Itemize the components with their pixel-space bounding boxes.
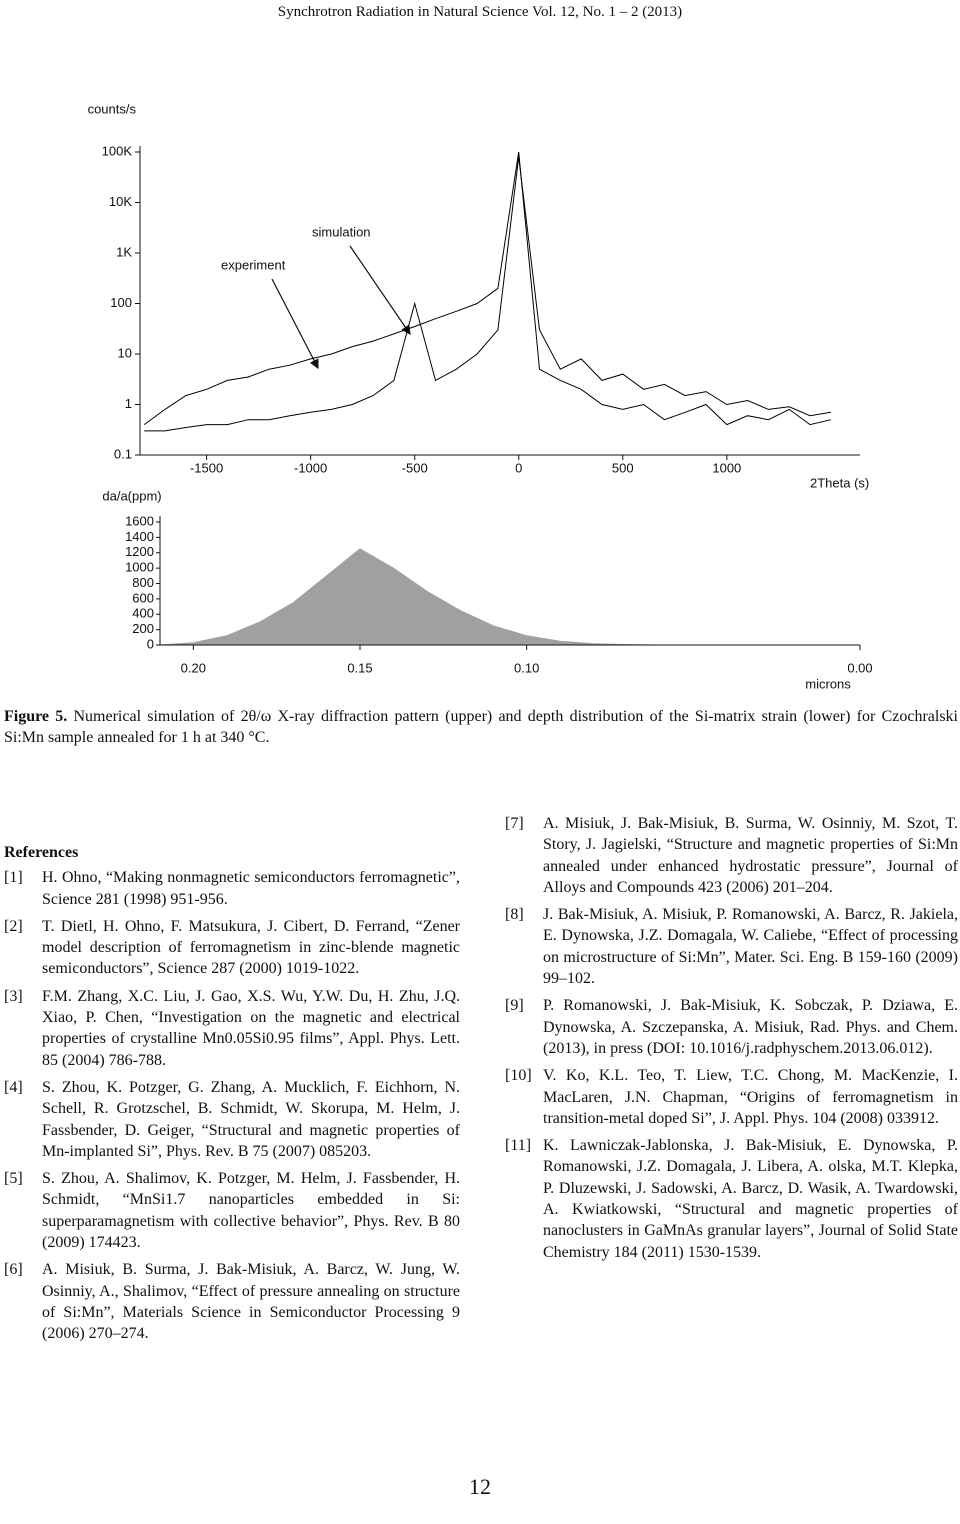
reference-number: [3] [4,987,23,1005]
reference-text: H. Ohno, “Making nonmagnetic semiconduct… [42,869,460,908]
reference-number: [10] [505,1067,532,1085]
reference: [6] A. Misiuk, B. Surma, J. Bak-Misiuk, A… [4,1259,460,1344]
x-tick-label: 500 [612,460,634,475]
y-tick-label: 1K [116,244,132,259]
reference-number: [4] [4,1078,23,1096]
y-axis-label: counts/s [88,101,137,116]
y-axis-label: da/a(ppm) [102,488,161,503]
y-tick-label: 100 [110,295,132,310]
y-tick-label: 1600 [125,513,154,528]
x-tick-label: 0.15 [347,660,372,675]
reference-number: [5] [4,1170,23,1188]
reference: [9] P. Romanowski, J. Bak-Misiuk, K. Sobc… [505,995,958,1059]
reference: [11] K. Lawniczak-Jablonska, J. Bak-Misiu… [505,1135,958,1263]
reference-text: K. Lawniczak-Jablonska, J. Bak-Misiuk, E… [543,1137,958,1261]
reference: [1] H. Ohno, “Making nonmagnetic semicond… [4,867,460,910]
x-tick-label: 0.20 [181,660,206,675]
y-tick-label: 10 [118,345,132,360]
reference-number: [11] [505,1137,532,1155]
caption-text: Numerical simulation of 2θ/ω X-ray diffr… [4,708,958,746]
reference-text: F.M. Zhang, X.C. Liu, J. Gao, X.S. Wu, Y… [42,987,460,1069]
reference-number: [8] [505,906,524,924]
reference: [2] T. Dietl, H. Ohno, F. Matsukura, J. C… [4,916,460,980]
x-axis-label: microns [805,676,851,691]
x-axis-label: 2Theta (s) [810,475,869,490]
reference-number: [6] [4,1261,23,1279]
y-tick-label: 400 [132,606,154,621]
reference-text: A. Misiuk, J. Bak-Misiuk, B. Surma, W. O… [543,815,958,896]
x-tick-label: -1000 [294,460,327,475]
y-tick-label: 0.1 [114,446,132,461]
arrow [349,245,411,335]
y-tick-label: 600 [132,590,154,605]
y-tick-label: 10K [109,194,132,209]
reference: [8] J. Bak-Misiuk, A. Misiuk, P. Romanows… [505,904,958,989]
reference-number: [9] [505,997,524,1015]
y-tick-label: 1200 [125,544,154,559]
reference: [10] V. Ko, K.L. Teo, T. Liew, T.C. Chong… [505,1065,958,1129]
y-tick-label: 200 [132,621,154,636]
reference-text: S. Zhou, A. Shalimov, K. Potzger, M. Hel… [42,1170,460,1252]
reference-text: A. Misiuk, B. Surma, J. Bak-Misiuk, A. B… [42,1261,460,1343]
figure-caption: Figure 5. Numerical simulation of 2θ/ω X… [4,706,958,748]
reference: [7] A. Misiuk, J. Bak-Misiuk, B. Surma, W… [505,813,958,898]
arrow [271,278,319,370]
y-tick-label: 0 [147,636,154,651]
x-tick-label: 0.00 [847,660,872,675]
right-column: [7] A. Misiuk, J. Bak-Misiuk, B. Surma, W… [505,813,958,1269]
y-tick-label: 1000 [125,560,154,575]
reference-number: [1] [4,869,23,887]
left-column: References [1] H. Ohno, “Making nonmagneti… [4,842,460,1351]
reference: [3] F.M. Zhang, X.C. Liu, J. Gao, X.S. Wu… [4,986,460,1071]
annotation: experiment [221,257,286,272]
y-tick-label: 1400 [125,529,154,544]
x-tick-label: 0.10 [514,660,539,675]
reference-number: [2] [4,917,23,935]
x-tick-label: -500 [402,460,428,475]
annotation: simulation [312,224,371,239]
x-tick-label: -1500 [190,460,223,475]
y-tick-label: 800 [132,575,154,590]
figure: 100K 10K 1K 100 10 1 0.1 -1500 -1000 -500 0 500 1000… [88,101,873,691]
reference-text: S. Zhou, K. Potzger, G. Zhang, A. Muckli… [42,1078,460,1160]
y-tick-label: 1 [125,396,132,411]
reference-text: P. Romanowski, J. Bak-Misiuk, K. Sobczak… [543,997,958,1057]
area [159,548,860,646]
series-line [144,156,831,432]
references-heading: References [4,844,79,861]
reference: [5] S. Zhou, A. Shalimov, K. Potzger, M. … [4,1168,460,1253]
caption-label: Figure 5. [4,708,68,725]
reference-text: V. Ko, K.L. Teo, T. Liew, T.C. Chong, M.… [543,1067,958,1127]
series-line [143,151,832,426]
x-tick-label: 1000 [712,460,741,475]
reference: [4] S. Zhou, K. Potzger, G. Zhang, A. Muc… [4,1077,460,1162]
y-tick-label: 100K [102,143,133,158]
x-tick-label: 0 [515,460,522,475]
page-number: 12 [469,1474,491,1499]
reference-number: [7] [505,815,524,832]
reference-text: J. Bak-Misiuk, A. Misiuk, P. Romanowski,… [543,906,958,988]
reference-text: T. Dietl, H. Ohno, F. Matsukura, J. Cibe… [42,917,460,978]
running-header: Synchrotron Radiation in Natural Science… [277,4,683,20]
